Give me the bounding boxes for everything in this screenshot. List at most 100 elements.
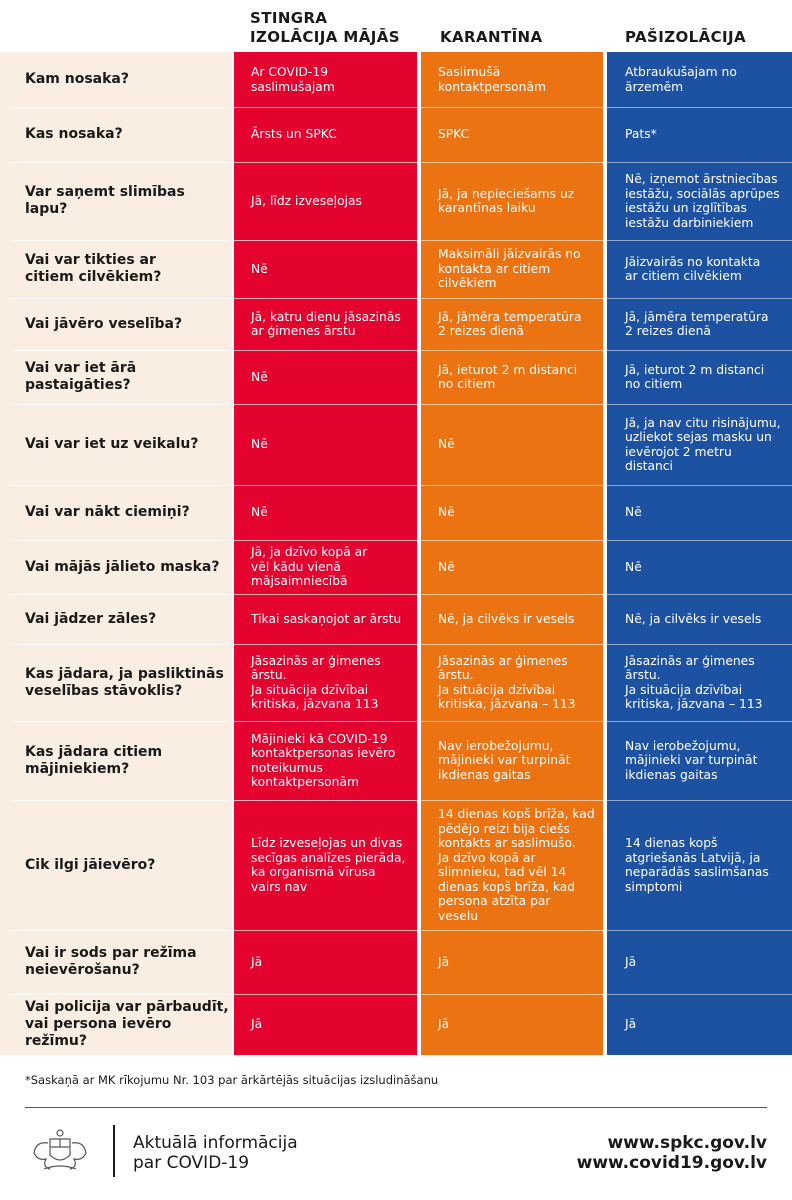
footer-info-text: Aktuālā informācija par COVID-19 (133, 1133, 298, 1173)
spkc-link[interactable]: www.spkc.gov.lv (607, 1133, 767, 1153)
self-isolation-answer: Nē (625, 485, 787, 540)
row-question-text: Vai var tikties ar citiem cilvēkiem? (25, 252, 162, 285)
self-isolation-answer: Jā, ieturot 2 m distanci no citiem (625, 350, 787, 404)
covid19-link[interactable]: www.covid19.gov.lv (576, 1153, 767, 1173)
quarantine-column (421, 52, 603, 1055)
quarantine-answer-text: Nē (438, 437, 455, 452)
strict-isolation-answer-text: Ar COVID-19 saslimušajam (251, 65, 335, 94)
strict-isolation-answer: Jā (251, 994, 413, 1055)
self-isolation-answer-text: 14 dienas kopš atgriešanās Latvijā, ja n… (625, 836, 769, 894)
row-separator (0, 107, 792, 108)
row-question-text: Vai jāvēro veselība? (25, 315, 183, 332)
row-question-text: Vai mājās jālieto maska? (25, 558, 220, 575)
self-isolation-answer-text: Jā, jāmēra temperatūra 2 reizes dienā (625, 309, 769, 339)
row-question-text: Vai policija var pārbaudīt, vai persona … (25, 999, 229, 1049)
strict-isolation-answer-text: Nē (251, 505, 268, 520)
row-separator (0, 350, 792, 351)
self-isolation-answer: Jā (625, 994, 787, 1055)
quarantine-answer-text: Nē (438, 505, 455, 520)
row-question: Cik ilgi jāievēro? (25, 800, 231, 930)
self-isolation-answer: Nē, ja cilvēks ir vesels (625, 594, 787, 644)
strict-isolation-answer: Mājinieki kā COVID-19 kontaktpersonas ie… (251, 721, 413, 800)
row-question: Vai jāvēro veselība? (25, 298, 231, 350)
row-question-text: Cik ilgi jāievēro? (25, 856, 156, 873)
quarantine-answer: Jāsazinās ar ģimenes ārstu. Ja situācija… (438, 644, 600, 721)
strict-isolation-answer: Jā, ja dzīvo kopā ar vēl kādu vienā mājs… (251, 540, 413, 594)
self-isolation-answer: Nē (625, 540, 787, 594)
strict-isolation-answer-text: Jā (251, 954, 263, 969)
row-question: Kas jādara, ja pasliktinās veselības stā… (25, 644, 231, 721)
quarantine-answer: Nav ierobežojumu, mājinieki var turpināt… (438, 721, 600, 800)
self-isolation-answer-text: Nē (625, 505, 642, 520)
row-question-text: Kas jādara, ja pasliktinās veselības stā… (25, 665, 224, 699)
strict-isolation-column (234, 52, 417, 1055)
self-isolation-answer-text: Jāizvairās no kontakta ar citiem cilvēki… (625, 254, 761, 284)
strict-isolation-answer-text: Jā, katru dienu jāsazinās ar ģimenes ārs… (251, 309, 401, 339)
row-question: Vai jādzer zāles? (25, 594, 231, 644)
row-question-text: Var saņemt slimības lapu? (25, 184, 185, 217)
table-row: Cik ilgi jāievēro? Līdz izveseļojas un di… (0, 800, 792, 930)
row-question-text: Kam nosaka? (25, 71, 130, 87)
quarantine-answer-text: Jā (438, 954, 450, 969)
strict-isolation-answer-text: Jā, ja dzīvo kopā ar vēl kādu vienā mājs… (251, 545, 368, 589)
self-isolation-answer: Jā (625, 930, 787, 994)
row-question-text: Vai ir sods par režīma neievērošanu? (25, 945, 197, 978)
header-quarantine: KARANTĪNA (440, 28, 543, 46)
quarantine-answer: Jā (438, 930, 600, 994)
row-separator (0, 485, 792, 486)
table-row: Vai var nākt ciemiņi? Nē Nē Nē (0, 485, 792, 540)
quarantine-answer-text: Jā, jāmēra temperatūra 2 reizes dienā (438, 309, 582, 339)
strict-isolation-answer: Nē (251, 350, 413, 404)
quarantine-answer-text: Jā, ieturot 2 m distanci no citiem (438, 362, 578, 392)
footer-divider (25, 1107, 767, 1108)
table-row: Vai var tikties ar citiem cilvēkiem? Nē Ma… (0, 240, 792, 298)
self-isolation-answer-text: Nē, izņemot ārstniecības iestāžu, sociāl… (625, 172, 780, 230)
strict-isolation-answer-text: Ārsts un SPKC (251, 127, 337, 142)
strict-isolation-answer-text: Jāsazinās ar ģimenes ārstu. Ja situācija… (251, 653, 381, 712)
questions-column-bg (0, 52, 232, 1055)
quarantine-answer-text: 14 dienas kopš brīža, kad pēdējo reizi b… (438, 807, 595, 923)
row-separator (0, 930, 792, 931)
strict-isolation-answer: Ar COVID-19 saslimušajam (251, 52, 413, 107)
quarantine-answer: Nē, ja cilvēks ir vesels (438, 594, 600, 644)
row-separator (0, 240, 792, 241)
strict-isolation-answer-text: Nē (251, 369, 268, 384)
strict-isolation-answer: Nē (251, 404, 413, 485)
quarantine-answer: Maksimāli jāizvairās no kontakta ar citi… (438, 240, 600, 298)
footer-links: www.spkc.gov.lv www.covid19.gov.lv (577, 1133, 767, 1173)
strict-isolation-answer: Nē (251, 485, 413, 540)
row-separator (0, 800, 792, 801)
quarantine-answer-text: Jā, ja nepieciešams uz karantīnas laiku (438, 186, 575, 216)
row-separator (0, 298, 792, 299)
footer-vertical-divider (113, 1125, 115, 1177)
row-question: Vai var iet uz veikalu? (25, 404, 231, 485)
row-question: Kas jādara citiem mājiniekiem? (25, 721, 231, 800)
self-isolation-answer-text: Jā (625, 1017, 637, 1032)
table-row: Vai policija var pārbaudīt, vai persona … (0, 994, 792, 1055)
row-question: Var saņemt slimības lapu? (25, 162, 231, 240)
self-isolation-answer: Jā, ja nav citu risinājumu, uzliekot sej… (625, 404, 787, 485)
strict-isolation-answer-text: Nē (251, 261, 268, 276)
row-separator (0, 994, 792, 995)
self-isolation-answer-text: Jā (625, 954, 637, 969)
quarantine-answer-text: Jā (438, 1017, 450, 1032)
table-row: Vai var iet ārā pastaigāties? Nē Jā, ietur… (0, 350, 792, 404)
self-isolation-answer: Jāsazinās ar ģimenes ārstu. Ja situācija… (625, 644, 787, 721)
quarantine-answer-text: Nē (438, 559, 455, 574)
self-isolation-answer-text: Nē, ja cilvēks ir vesels (625, 611, 762, 626)
quarantine-answer-text: SPKC (438, 127, 470, 142)
row-separator (0, 644, 792, 645)
row-question: Vai ir sods par režīma neievērošanu? (25, 930, 231, 994)
row-question: Vai mājās jālieto maska? (25, 540, 231, 594)
quarantine-answer: Saslimušā kontaktpersonām (438, 52, 600, 107)
footnote: *Saskaņā ar MK rīkojumu Nr. 103 par ārkā… (25, 1073, 439, 1087)
quarantine-answer: Jā, ja nepieciešams uz karantīnas laiku (438, 162, 600, 240)
table-row: Kas nosaka? Ārsts un SPKC SPKC Pats* (0, 107, 792, 162)
table-row: Vai jādzer zāles? Tikai saskaņojot ar ārs… (0, 594, 792, 644)
self-isolation-answer-text: Pats* (625, 127, 657, 142)
row-separator (0, 594, 792, 595)
row-question-text: Vai var nākt ciemiņi? (25, 504, 190, 520)
self-isolation-answer-text: Jā, ja nav citu risinājumu, uzliekot sej… (625, 415, 781, 474)
self-isolation-answer: Nē, izņemot ārstniecības iestāžu, sociāl… (625, 162, 787, 240)
row-question-text: Vai var iet ārā pastaigāties? (25, 360, 137, 393)
